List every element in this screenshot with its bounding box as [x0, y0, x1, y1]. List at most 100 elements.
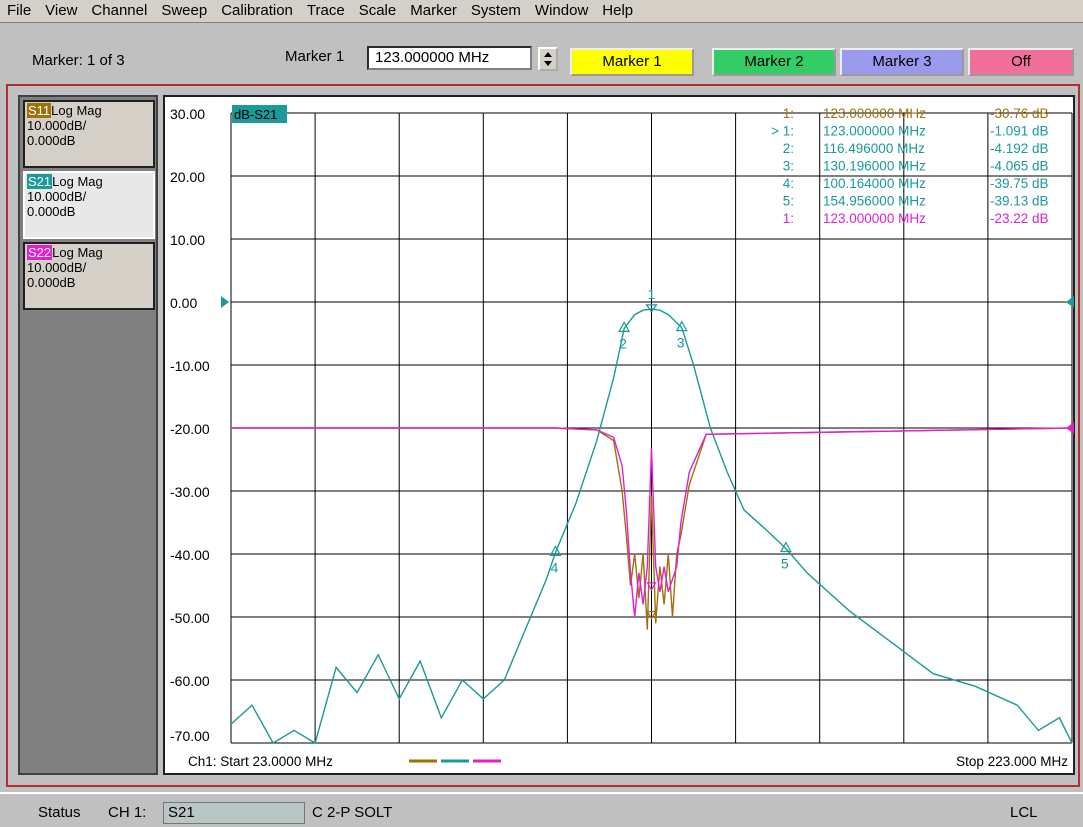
menu-trace[interactable]: Trace — [306, 2, 345, 19]
marker-value: -4.192 dB — [990, 141, 1049, 156]
marker-frequency: 130.196000 MHz — [823, 159, 926, 174]
marker-readout-row: > 1: 123.000000 MHz -1.091 dB — [771, 124, 1048, 139]
marker-1-button[interactable]: Marker 1 — [570, 48, 694, 76]
menu-file[interactable]: File — [7, 2, 32, 19]
trace-marker-5[interactable]: 5 — [779, 541, 792, 572]
status-label: Status — [38, 804, 81, 821]
trace-ref: 0.000dB — [27, 133, 76, 148]
y-tick-label: -50.00 — [170, 610, 210, 626]
s21-reference-arrow-right — [1066, 296, 1074, 308]
marker-count-label: Marker: 1 of 3 — [32, 52, 125, 69]
marker-value: -30.76 dB — [990, 106, 1049, 121]
trace-marker-s22 — [646, 582, 657, 592]
marker-toolbar: Marker: 1 of 3 Marker 1 123.000000 MHz M… — [0, 23, 1083, 80]
y-tick-label: -70.00 — [170, 728, 210, 744]
trace-scale: 10.000dB/ — [27, 260, 87, 275]
y-tick-label: -40.00 — [170, 547, 210, 563]
trace-box-s22[interactable]: S22Log Mag 10.000dB/ 0.000dB — [23, 242, 155, 310]
y-tick-label: -10.00 — [170, 358, 210, 374]
marker-frequency: 123.000000 MHz — [823, 106, 926, 121]
trace-tag: S21 — [27, 174, 53, 189]
svg-text:3: 3 — [677, 335, 685, 351]
svg-text:4: 4 — [550, 559, 558, 575]
marker-readout-row: 2: 116.496000 MHz -4.192 dB — [783, 141, 1049, 156]
trace-ref: 0.000dB — [27, 275, 76, 290]
menu-scale[interactable]: Scale — [358, 2, 397, 19]
marker-readout-row: 1: 123.000000 MHz -23.22 dB — [783, 211, 1049, 226]
menu-bar: File View Channel Sweep Calibration Trace Scal… — [0, 0, 1083, 23]
trace-marker-1[interactable]: 1 — [645, 286, 658, 313]
svg-text:1: 1 — [648, 286, 656, 302]
menu-help[interactable]: Help — [602, 2, 634, 19]
status-channel: CH 1: — [108, 804, 147, 821]
marker-3-button[interactable]: Marker 3 — [840, 48, 964, 76]
y-tick-label: 30.00 — [170, 106, 205, 122]
trace-marker-3[interactable]: 3 — [675, 320, 688, 351]
y-tick-label: -60.00 — [170, 673, 210, 689]
marker-readout-table: 1: 123.000000 MHz -30.76 dB > 1: 123.000000 … — [771, 106, 1048, 226]
menu-calibration[interactable]: Calibration — [221, 2, 293, 19]
y-tick-label: -20.00 — [170, 421, 210, 437]
marker-value: -39.13 dB — [990, 194, 1049, 209]
marker-frequency: 100.164000 MHz — [823, 176, 926, 191]
trace-box-s11[interactable]: S11Log Mag 10.000dB/ 0.000dB — [23, 100, 155, 168]
marker-field-label: Marker 1 — [285, 48, 345, 65]
marker-readout-row: 4: 100.164000 MHz -39.75 dB — [783, 176, 1049, 191]
menu-window[interactable]: Window — [534, 2, 589, 19]
marker-id: 1: — [783, 106, 794, 121]
trace-s22 — [231, 427, 1073, 618]
svg-text:5: 5 — [781, 556, 789, 572]
marker-id: 1: — [783, 211, 794, 226]
spin-down-icon[interactable] — [544, 61, 552, 66]
trace-format: Log Mag — [52, 174, 103, 189]
marker-id: 4: — [783, 176, 794, 191]
sweep-stop-label: Stop 223.000 MHz — [956, 754, 1068, 769]
menu-system[interactable]: System — [470, 2, 521, 19]
marker-frequency: 116.496000 MHz — [823, 141, 925, 156]
trace-marker-2[interactable]: 2 — [618, 321, 631, 351]
trace-s21 — [230, 308, 1073, 745]
marker-value: -4.065 dB — [990, 159, 1049, 174]
marker-readout-row: 1: 123.000000 MHz -30.76 dB — [783, 106, 1049, 121]
marker-frequency: 154.956000 MHz — [823, 194, 926, 209]
svg-text:2: 2 — [619, 335, 627, 351]
marker-2-button[interactable]: Marker 2 — [712, 48, 836, 76]
spin-up-icon[interactable] — [544, 52, 552, 57]
trace-tag: S11 — [27, 103, 52, 118]
svg-text:dB-S21: dB-S21 — [234, 107, 277, 122]
marker-id: 3: — [783, 159, 794, 174]
status-measurement-field[interactable]: S21 — [163, 802, 305, 824]
trace-panel: S11Log Mag 10.000dB/ 0.000dB S21Log Mag … — [18, 95, 158, 775]
trace-box-s21[interactable]: S21Log Mag 10.000dB/ 0.000dB — [23, 171, 155, 239]
marker-id: > 1: — [771, 124, 794, 139]
marker-id: 2: — [783, 141, 794, 156]
marker-frequency-spinner[interactable] — [538, 47, 558, 71]
measurement-plot[interactable]: 30.00 20.00 10.00 0.00 -10.00 -20.00 -30.00 -40… — [164, 96, 1074, 774]
marker-frequency: 123.000000 MHz — [823, 124, 926, 139]
marker-id: 5: — [783, 194, 794, 209]
status-calibration: C 2-P SOLT — [312, 804, 393, 821]
marker-readout-row: 5: 154.956000 MHz -39.13 dB — [783, 194, 1049, 209]
marker-readout-row: 3: 130.196000 MHz -4.065 dB — [783, 159, 1049, 174]
trace-scale: 10.000dB/ — [27, 118, 87, 133]
status-bar: Status CH 1: S21 C 2-P SOLT LCL — [0, 792, 1083, 827]
trace-format: Log Mag — [51, 103, 102, 118]
trace-format: Log Mag — [52, 245, 103, 260]
y-tick-label: 20.00 — [170, 169, 205, 185]
menu-sweep[interactable]: Sweep — [161, 2, 208, 19]
trace-ref: 0.000dB — [27, 204, 76, 219]
marker-off-button[interactable]: Off — [968, 48, 1074, 76]
marker-frequency-input[interactable]: 123.000000 MHz — [367, 46, 532, 70]
marker-value: -1.091 dB — [990, 124, 1049, 139]
trace-marker-4[interactable]: 4 — [549, 545, 562, 575]
menu-marker[interactable]: Marker — [410, 2, 457, 19]
trace-scale: 10.000dB/ — [27, 189, 87, 204]
status-lcl: LCL — [1010, 804, 1038, 821]
s21-reference-arrow — [221, 296, 229, 308]
sweep-start-label: Ch1: Start 23.0000 MHz — [188, 754, 333, 769]
y-tick-label: 10.00 — [170, 232, 205, 248]
menu-channel[interactable]: Channel — [91, 2, 148, 19]
menu-view[interactable]: View — [45, 2, 78, 19]
y-tick-label: -30.00 — [170, 484, 210, 500]
active-trace-label: dB-S21 — [232, 105, 287, 123]
